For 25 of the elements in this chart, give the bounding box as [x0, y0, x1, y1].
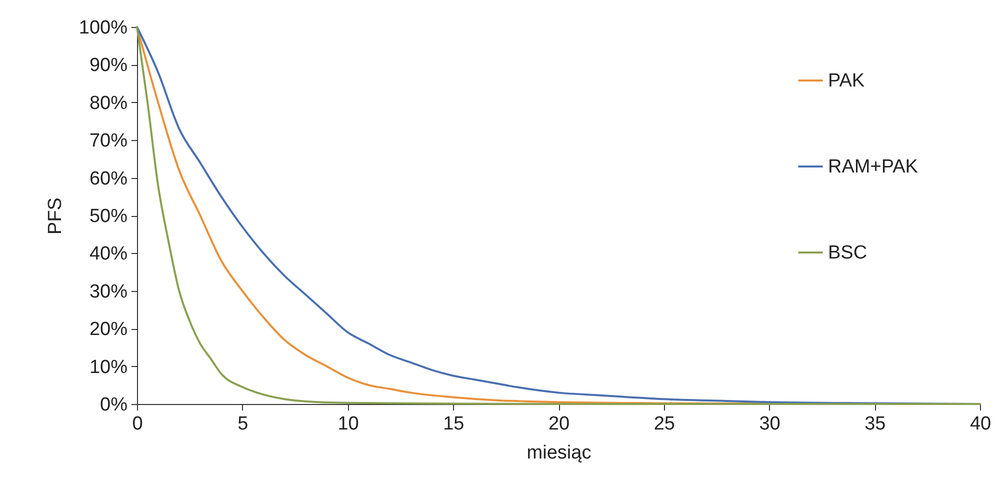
legend-label: PAK [828, 70, 865, 92]
y-axis-title: PFS [44, 198, 66, 234]
x-axis-title: miesiąc [526, 442, 592, 464]
y-tick-label: 50% [89, 206, 128, 227]
x-tick-label: 35 [864, 414, 886, 434]
x-tick-label: 5 [238, 414, 248, 434]
x-tick-label: 10 [338, 414, 359, 434]
x-tick-label: 0 [132, 414, 143, 434]
legend-label: BSC [828, 242, 868, 264]
y-tick-label: 70% [89, 130, 128, 152]
y-tick-label: 100% [78, 18, 128, 38]
x-tick-label: 40 [970, 414, 992, 434]
y-tick-label: 90% [89, 55, 128, 76]
y-tick-label: 80% [89, 92, 128, 114]
x-tick-label: 15 [443, 414, 464, 434]
y-tick-label: 30% [89, 281, 128, 302]
y-tick-label: 40% [89, 244, 128, 265]
x-tick-label: 25 [654, 414, 675, 434]
y-tick-label: 20% [89, 319, 128, 340]
y-tick-label: 10% [89, 356, 128, 378]
y-tick-label: 0% [100, 394, 128, 416]
legend-label: RAM+PAK [828, 156, 918, 178]
x-tick-label: 20 [548, 414, 570, 434]
x-tick-label: 30 [759, 414, 780, 434]
y-tick-label: 60% [89, 168, 128, 190]
